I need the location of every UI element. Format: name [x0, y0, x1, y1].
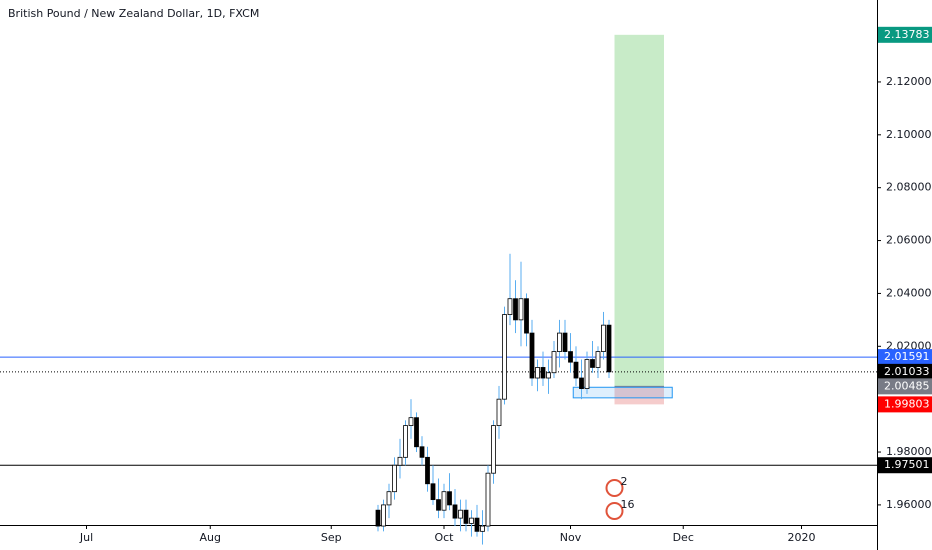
- y-tick-label: 2.04000: [886, 286, 932, 299]
- candle-body: [480, 525, 485, 532]
- candle-body: [579, 377, 584, 389]
- candle-body: [414, 417, 419, 448]
- y-tick-label: 2.08000: [886, 181, 932, 194]
- candle-body: [452, 504, 458, 519]
- x-tick-label: Sep: [321, 531, 342, 544]
- candle-body: [469, 517, 474, 524]
- price-tag: [878, 363, 932, 380]
- y-tick-label: 2.12000: [886, 75, 932, 88]
- candle-body: [386, 491, 392, 506]
- candle-body: [590, 359, 595, 368]
- price-tag-label: 1.97501: [884, 458, 930, 471]
- candle-body: [447, 491, 452, 506]
- candle-body: [458, 509, 463, 519]
- candle-body: [419, 446, 425, 458]
- candle-body: [573, 361, 579, 379]
- candle-body: [540, 367, 546, 379]
- candle-body: [485, 472, 491, 527]
- candle-body: [557, 332, 562, 352]
- x-tick-label: Jul: [79, 531, 93, 544]
- price-tag: [878, 349, 932, 366]
- price-tag: [878, 26, 932, 43]
- candle-body: [381, 504, 386, 527]
- candle-body: [601, 324, 606, 352]
- x-tick-label: Oct: [434, 531, 454, 544]
- candle-body: [408, 417, 414, 427]
- price-tag-label: 2.01033: [884, 365, 930, 378]
- price-tag: [878, 457, 932, 474]
- y-tick-label: 1.98000: [886, 445, 932, 458]
- candle-body: [425, 456, 430, 485]
- candle-body: [535, 367, 540, 379]
- price-tag-label: 1.99803: [884, 397, 930, 410]
- candle-body: [507, 298, 513, 315]
- price-tag-label: 2.00485: [884, 379, 930, 392]
- candle-body: [606, 324, 612, 373]
- target-zone: [614, 34, 664, 387]
- candle-body: [546, 372, 551, 379]
- candle-body: [529, 332, 535, 379]
- chart-title: British Pound / New Zealand Dollar, 1D, …: [8, 7, 259, 20]
- price-tag: [878, 378, 932, 395]
- candle-body: [524, 298, 529, 334]
- candle-body: [474, 517, 480, 532]
- candle-body: [502, 314, 507, 400]
- event-icon: [605, 502, 624, 520]
- price-tag-label: 2.13783: [884, 28, 930, 41]
- candle-body: [584, 359, 590, 389]
- x-tick-label: Dec: [673, 531, 694, 544]
- candle-body: [403, 425, 408, 458]
- candle-body: [562, 332, 568, 352]
- y-tick-label: 1.96000: [886, 498, 932, 511]
- price-tag-label: 2.01591: [884, 350, 930, 363]
- stop-zone: [614, 386, 664, 405]
- y-tick-label: 2.02000: [886, 339, 932, 352]
- candle-body: [397, 456, 403, 466]
- candle-body: [375, 509, 381, 527]
- candle-body: [595, 351, 601, 368]
- x-tick-label: 2020: [787, 531, 815, 544]
- zone-box: [572, 386, 673, 399]
- candle-body: [463, 509, 469, 524]
- candle-body: [513, 298, 518, 321]
- candle-body: [392, 464, 397, 493]
- candle-body: [441, 491, 447, 511]
- event-count: 2: [620, 475, 627, 488]
- candle-body: [430, 483, 436, 501]
- candle-body: [551, 351, 557, 374]
- candle-body: [491, 425, 496, 474]
- candle-body: [568, 351, 573, 363]
- y-tick-label: 2.10000: [886, 128, 932, 141]
- y-tick-label: 2.06000: [886, 234, 932, 247]
- price-tag: [878, 396, 932, 413]
- x-tick-label: Aug: [200, 531, 221, 544]
- candle-body: [496, 398, 502, 427]
- candle-body: [436, 499, 441, 511]
- event-icon: [605, 479, 624, 497]
- candle-body: [518, 298, 524, 321]
- x-tick-label: Nov: [560, 531, 582, 544]
- event-count: 16: [620, 498, 634, 511]
